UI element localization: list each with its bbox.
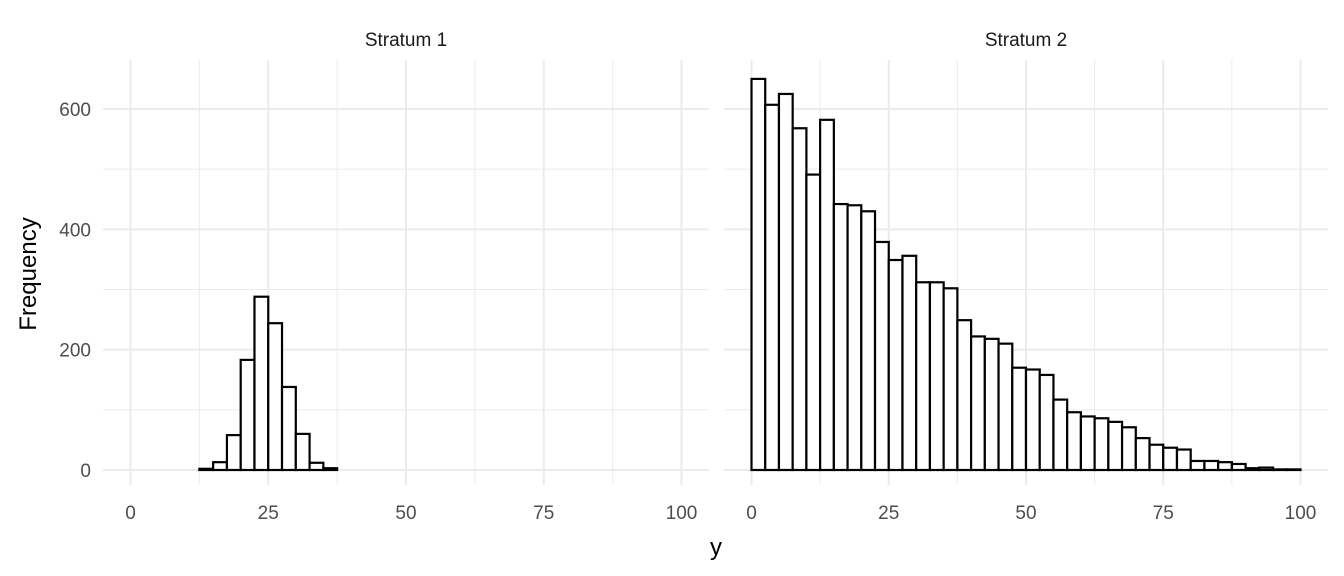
histogram-bar (928, 281, 945, 472)
histogram-bar (1271, 468, 1288, 472)
histogram-bar (819, 118, 835, 472)
histogram-bar (764, 103, 781, 472)
histogram-bar (887, 258, 904, 472)
x-tick-label: 25 (258, 503, 279, 524)
x-tick-label: 75 (533, 503, 554, 524)
histogram-bar (791, 127, 808, 472)
histogram-bar (1066, 411, 1083, 472)
histogram-bar (873, 240, 890, 472)
histogram-bar (308, 461, 325, 472)
histogram-bar (1230, 462, 1247, 472)
histogram-bar (1258, 466, 1275, 472)
strip-label-stratum-1: Stratum 1 (365, 30, 447, 51)
histogram-bar (1134, 437, 1151, 472)
histogram-bar (860, 210, 877, 472)
histogram-bar (1189, 459, 1206, 472)
histogram-bar (1148, 443, 1165, 472)
x-tick-label: 75 (1153, 503, 1174, 524)
histogram-bar (1120, 426, 1137, 472)
x-tick-labels: 0 25 50 75 100 (125, 503, 697, 524)
histogram-bar (969, 335, 986, 472)
histogram-bar (846, 204, 863, 472)
x-tick-label: 50 (395, 503, 416, 524)
histogram-bar (832, 202, 849, 472)
histogram-bar (280, 385, 297, 472)
histogram-bar (1162, 446, 1179, 472)
y-axis-title: Frequency (15, 217, 42, 330)
strip-label-stratum-2: Stratum 2 (985, 30, 1067, 51)
y-tick-label: 400 (59, 220, 91, 241)
histogram-bar (1011, 366, 1028, 472)
histogram-bar (805, 173, 822, 472)
y-tick-labels: 0 200 400 600 (59, 100, 91, 482)
gridlines (103, 60, 709, 485)
histogram-bar (1107, 420, 1124, 472)
x-tick-label: 50 (1015, 503, 1036, 524)
x-tick-label: 0 (746, 503, 757, 524)
histogram-bar (239, 358, 256, 472)
histogram-bar (1079, 415, 1096, 472)
histogram-bar (777, 92, 794, 472)
x-tick-label: 100 (666, 503, 698, 524)
y-tick-label: 600 (59, 100, 91, 121)
histogram-bar (901, 254, 918, 472)
histogram-bar (1038, 373, 1055, 472)
histogram-bar (225, 434, 242, 472)
histogram-bar (1244, 467, 1261, 472)
x-tick-label: 25 (878, 503, 899, 524)
x-tick-label: 0 (125, 503, 136, 524)
panel-stratum-1: Stratum 1 0 25 50 75 100 0 200 400 600 (59, 30, 709, 524)
x-tick-label: 100 (1285, 503, 1317, 524)
y-tick-label: 200 (59, 341, 91, 362)
histogram-bar (997, 342, 1014, 472)
histogram-bar (915, 281, 932, 472)
histogram-bars (198, 295, 339, 472)
x-axis-title: y (710, 534, 722, 561)
histogram-bar (1093, 417, 1110, 472)
histogram-bar (1285, 468, 1302, 472)
histogram-bar (942, 287, 959, 472)
histogram-bar (750, 77, 767, 472)
histogram-bar (1052, 398, 1069, 472)
histogram-bar (1217, 461, 1233, 472)
histogram-bar (956, 319, 973, 472)
histogram-bar (267, 322, 284, 472)
histogram-bar (1175, 448, 1192, 472)
x-tick-labels: 0 25 50 75 100 (746, 503, 1316, 524)
histogram-bar (294, 432, 311, 472)
panel-stratum-2: Stratum 2 0 25 50 75 100 (724, 30, 1328, 524)
y-tick-label: 0 (80, 461, 91, 482)
histogram-bar (198, 467, 215, 472)
histogram-bar (1024, 368, 1041, 472)
histogram-bar (983, 337, 1000, 472)
histogram-bar (212, 461, 229, 472)
histogram-bar (1203, 459, 1220, 472)
histogram-bars (750, 77, 1302, 472)
histogram-bar (253, 295, 270, 472)
histogram-bar (322, 467, 339, 472)
